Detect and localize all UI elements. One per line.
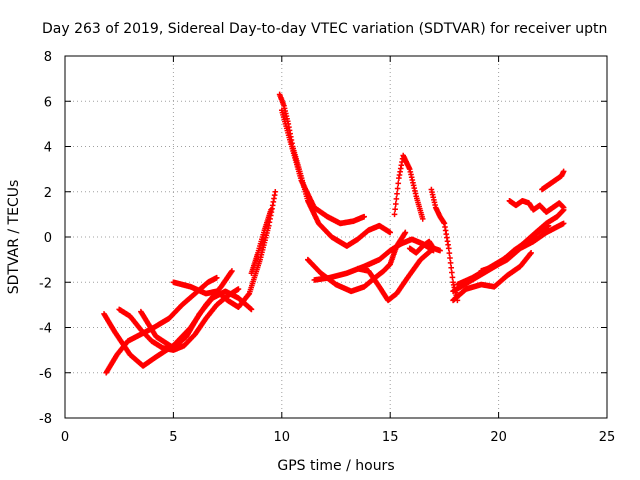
y-tick-label: 8 <box>44 50 52 65</box>
series-sat-f <box>248 207 274 276</box>
y-tick-label: -8 <box>39 412 52 427</box>
tick-labels: 0 5 10 15 20 25 -8 -6 -4 -2 0 2 4 6 8 <box>39 50 615 445</box>
y-tick-label: -6 <box>39 367 52 382</box>
series-sat-s <box>506 198 567 215</box>
series-sat-t <box>539 168 567 193</box>
y-tick-label: -2 <box>39 276 52 291</box>
y-tick-label: -4 <box>39 322 52 337</box>
series-sat-h <box>279 107 367 227</box>
x-tick-label: 10 <box>274 430 291 445</box>
series-sat-d <box>138 288 255 351</box>
y-tick-label: 6 <box>44 95 52 110</box>
chart-title: Day 263 of 2019, Sidereal Day-to-day VTE… <box>42 21 607 37</box>
series-sat-j <box>311 236 437 283</box>
y-tick-label: 4 <box>44 141 52 156</box>
series-sat-e <box>170 188 279 310</box>
x-axis-label: GPS time / hours <box>277 458 394 474</box>
y-axis-label: SDTVAR / TECUs <box>6 180 22 295</box>
axis-ticks <box>64 55 608 419</box>
series-sat-o <box>450 250 534 304</box>
x-tick-label: 20 <box>490 430 507 445</box>
series-sat-m <box>406 238 443 256</box>
series-sat-l <box>391 152 426 222</box>
y-tick-label: 0 <box>44 231 52 246</box>
x-tick-label: 25 <box>599 430 616 445</box>
data-points <box>101 91 567 376</box>
y-tick-label: 2 <box>44 186 52 201</box>
x-tick-label: 5 <box>169 430 177 445</box>
x-tick-label: 15 <box>382 430 399 445</box>
grid-lines <box>65 56 607 418</box>
series-sat-k <box>354 245 437 304</box>
x-tick-label: 0 <box>61 430 69 445</box>
series-sat-r <box>478 220 567 274</box>
